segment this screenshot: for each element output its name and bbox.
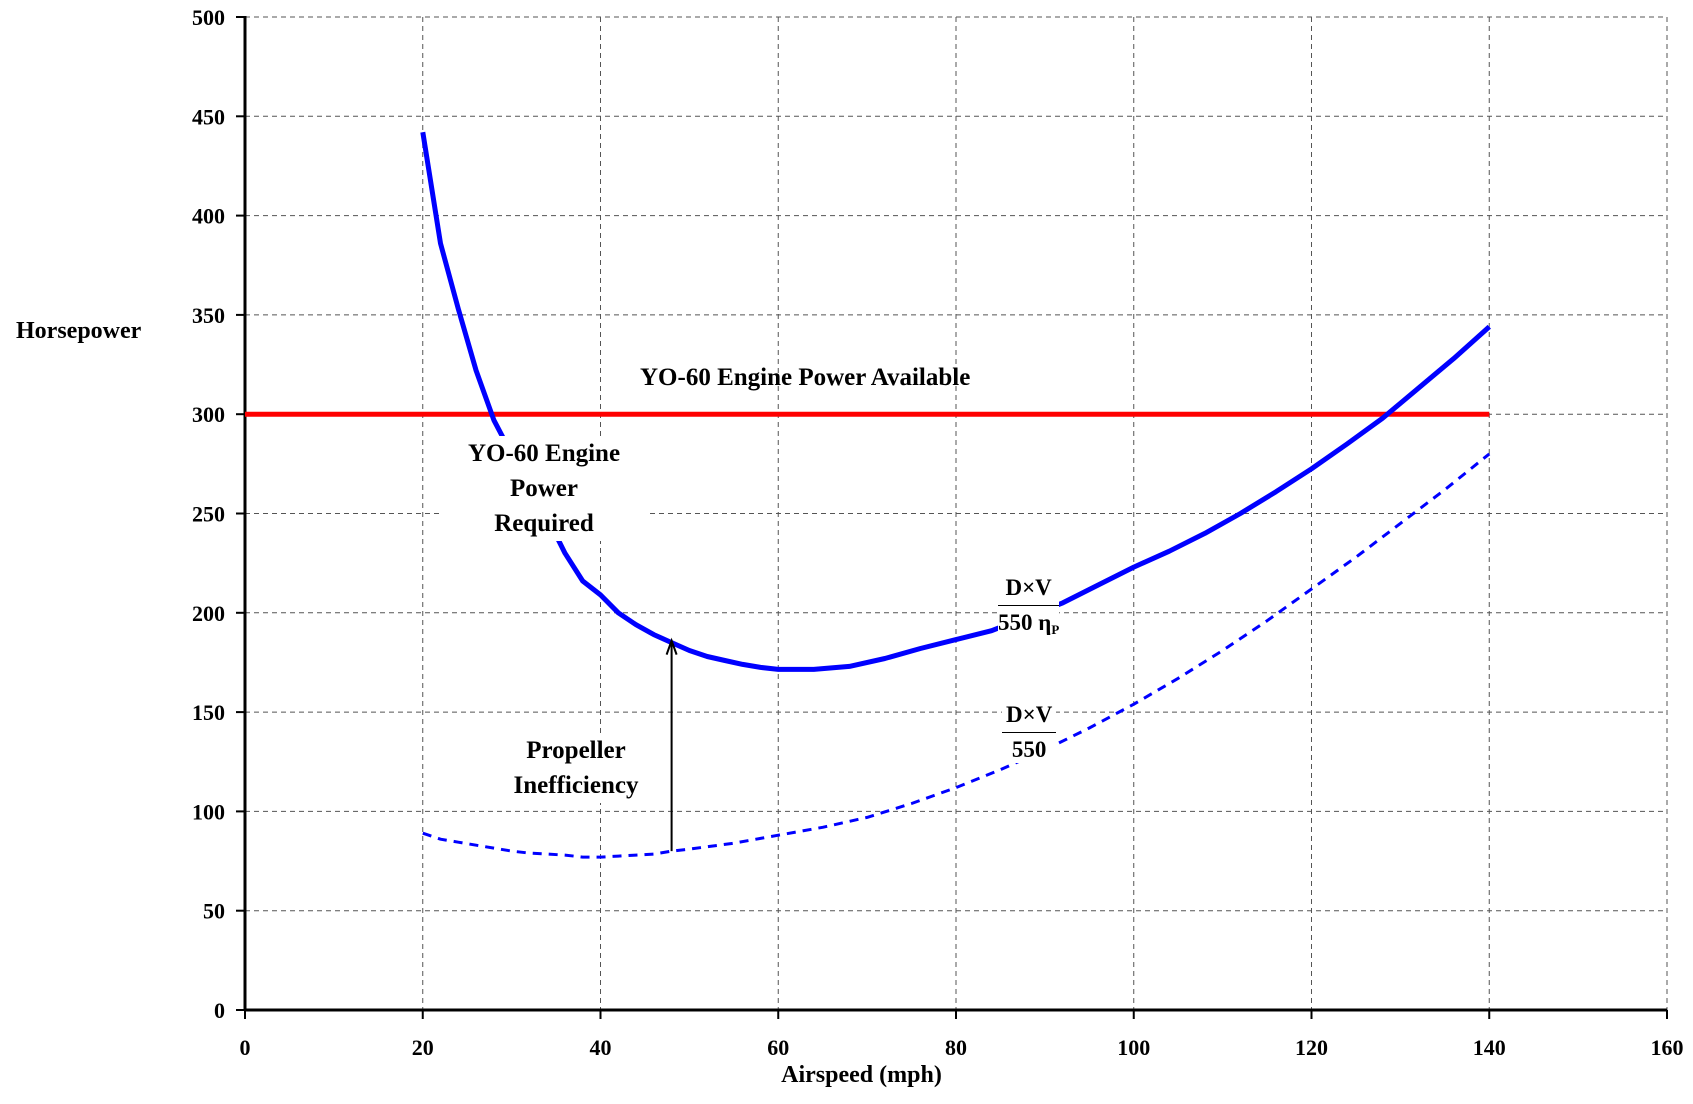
propeller-line-1: Propeller	[526, 737, 626, 764]
power-required-label: YO-60 Engine Power Required	[440, 436, 648, 541]
axes	[236, 16, 1668, 1019]
tick-labels: 0 50 100 150 200 250 300 350 400 450 500 0 20 40 60 80 1…	[192, 5, 1684, 1060]
required-power-formula: D×V 550 ηP	[998, 575, 1060, 638]
x-tick-label-60: 60	[767, 1035, 789, 1060]
series-line-2	[422, 452, 1491, 859]
grid-lines	[245, 16, 1668, 1010]
x-tick-label-140: 140	[1473, 1035, 1506, 1060]
x-axis-label-wrap: Airspeed (mph)	[0, 1062, 1693, 1089]
required-formula-den-text: 550 η	[998, 610, 1052, 635]
y-tick-label-0: 0	[214, 998, 225, 1023]
power-required-line-1: YO-60 Engine	[467, 440, 621, 467]
x-tick-label-40: 40	[590, 1035, 612, 1060]
required-formula-subscript: P	[1051, 622, 1060, 637]
ideal-formula-numerator: D×V	[1002, 702, 1057, 733]
y-tick-label-400: 400	[192, 204, 225, 229]
y-tick-label-150: 150	[192, 700, 225, 725]
x-tick-label-20: 20	[412, 1035, 434, 1060]
y-tick-label-300: 300	[192, 402, 225, 427]
y-tick-label-500: 500	[192, 5, 225, 30]
y-tick-label-200: 200	[192, 601, 225, 626]
propeller-inefficiency-label: Propeller Inefficiency	[486, 733, 666, 803]
y-tick-label-450: 450	[192, 104, 225, 129]
required-formula-numerator: D×V	[998, 575, 1060, 606]
y-tick-label-100: 100	[192, 799, 225, 824]
power-required-line-3: Required	[494, 510, 594, 537]
x-tick-label-80: 80	[945, 1035, 967, 1060]
series-lines	[245, 131, 1491, 859]
y-tick-label-50: 50	[203, 899, 225, 924]
y-axis-label: Horsepower	[16, 318, 142, 344]
ideal-power-formula: D×V 550	[1002, 702, 1057, 763]
y-tick-label-250: 250	[192, 502, 225, 527]
x-tick-label-120: 120	[1295, 1035, 1328, 1060]
x-tick-label-160: 160	[1651, 1035, 1684, 1060]
propeller-line-2: Inefficiency	[513, 772, 639, 799]
y-tick-label-350: 350	[192, 303, 225, 328]
power-required-line-2: Power	[509, 475, 579, 502]
propeller-inefficiency-arrow	[665, 637, 678, 852]
arrow-head	[665, 637, 678, 655]
required-formula-denominator: 550 ηP	[998, 606, 1059, 638]
power-available-label: YO-60 Engine Power Available	[640, 364, 971, 391]
x-tick-label-0: 0	[240, 1035, 251, 1060]
x-tick-label-100: 100	[1117, 1035, 1150, 1060]
ideal-formula-denominator: 550	[1011, 737, 1047, 762]
x-axis-label: Airspeed (mph)	[781, 1062, 942, 1088]
